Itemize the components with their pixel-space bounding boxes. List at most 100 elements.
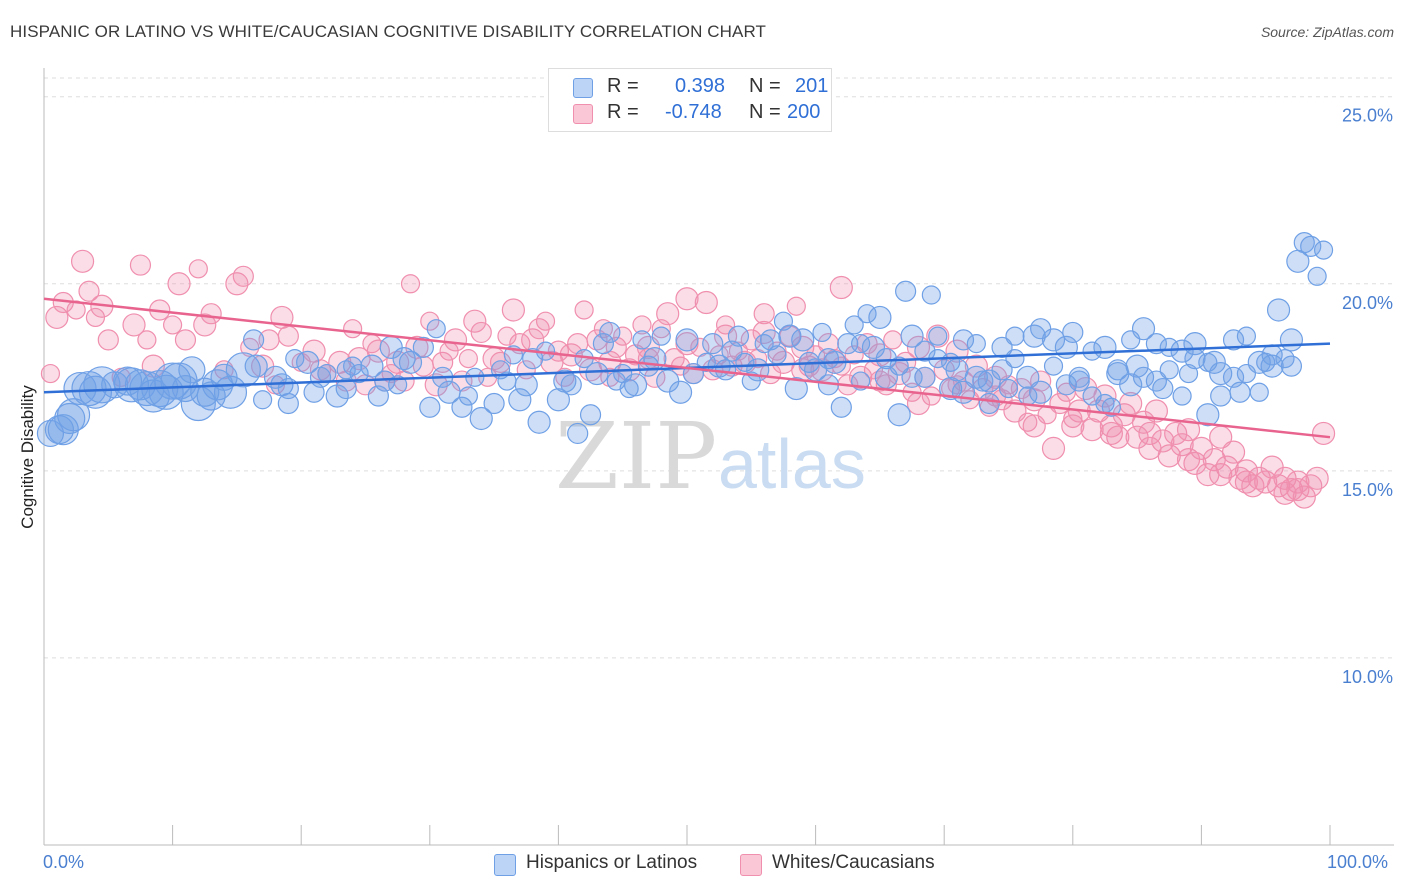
point-hispanic bbox=[991, 359, 1013, 381]
point-white bbox=[40, 363, 61, 384]
point-hispanic bbox=[392, 347, 416, 371]
point-white bbox=[694, 290, 718, 315]
point-white bbox=[656, 302, 680, 326]
point-hispanic bbox=[78, 375, 113, 409]
point-hispanic bbox=[939, 376, 963, 401]
point-white bbox=[1254, 470, 1278, 494]
point-hispanic bbox=[951, 380, 976, 404]
x-tick-label-max: 100.0% bbox=[1327, 852, 1389, 872]
point-hispanic bbox=[1005, 326, 1025, 346]
point-hispanic bbox=[619, 378, 639, 399]
point-hispanic bbox=[1055, 374, 1077, 396]
point-white bbox=[232, 265, 254, 287]
legend-swatch-blue bbox=[494, 854, 516, 876]
point-white bbox=[1080, 418, 1104, 442]
point-white bbox=[1279, 477, 1304, 502]
point-white bbox=[715, 315, 736, 335]
point-white bbox=[1176, 418, 1201, 442]
point-white bbox=[1221, 440, 1246, 464]
point-white bbox=[188, 259, 208, 279]
point-hispanic bbox=[349, 363, 369, 384]
legend-label-hispanics: Hispanics or Latinos bbox=[526, 852, 698, 873]
legend-n-label: N = bbox=[749, 75, 781, 97]
axes bbox=[43, 68, 1394, 846]
point-hispanic bbox=[1260, 354, 1284, 378]
point-hispanic bbox=[1313, 240, 1334, 260]
point-hispanic bbox=[900, 324, 924, 348]
point-hispanic bbox=[419, 396, 441, 418]
point-white bbox=[167, 272, 191, 296]
point-hispanic bbox=[651, 326, 671, 346]
correlation-legend: R = 0.398 N = 201 R = -0.748 N = 200 bbox=[548, 68, 832, 132]
point-white bbox=[78, 280, 100, 302]
chart-source: Source: ZipAtlas.com bbox=[1260, 24, 1394, 40]
chart-title: HISPANIC OR LATINO VS WHITE/CAUCASIAN CO… bbox=[10, 22, 767, 41]
point-white bbox=[240, 337, 260, 357]
point-white bbox=[1176, 448, 1201, 472]
point-hispanic bbox=[1132, 366, 1155, 388]
legend-r-value: 0.398 bbox=[675, 75, 726, 97]
point-white bbox=[586, 329, 608, 351]
point-hispanic bbox=[196, 381, 226, 411]
point-hispanic bbox=[895, 280, 917, 302]
point-white bbox=[1164, 421, 1188, 446]
point-hispanic bbox=[887, 403, 911, 427]
point-hispanic bbox=[1005, 349, 1025, 369]
point-white bbox=[829, 275, 853, 300]
point-white bbox=[163, 315, 183, 335]
point-hispanic bbox=[426, 319, 446, 339]
point-hispanic bbox=[1202, 350, 1226, 374]
point-white bbox=[906, 391, 931, 416]
point-white bbox=[1106, 425, 1130, 449]
point-white bbox=[1292, 485, 1316, 509]
point-hispanic bbox=[1196, 403, 1220, 427]
point-hispanic bbox=[1159, 337, 1179, 357]
point-white bbox=[1099, 421, 1123, 446]
point-hispanic bbox=[1106, 361, 1130, 386]
point-white bbox=[1061, 414, 1085, 438]
point-hispanic bbox=[1062, 321, 1084, 344]
point-hispanic bbox=[412, 336, 434, 358]
point-hispanic bbox=[522, 348, 544, 370]
point-hispanic bbox=[1280, 355, 1303, 377]
point-white bbox=[675, 287, 699, 311]
point-hispanic bbox=[171, 374, 200, 403]
point-white bbox=[1266, 474, 1291, 498]
point-hispanic bbox=[1249, 382, 1269, 402]
point-hispanic bbox=[714, 359, 737, 381]
point-white bbox=[458, 349, 478, 369]
point-hispanic bbox=[966, 334, 986, 354]
point-hispanic bbox=[928, 326, 948, 346]
point-white bbox=[844, 345, 864, 365]
point-white bbox=[753, 303, 775, 325]
y-tick-labels: 10.0% 15.0% 20.0% 25.0% bbox=[1342, 106, 1393, 687]
point-hispanic bbox=[874, 365, 898, 389]
point-hispanic bbox=[1131, 317, 1156, 341]
point-hispanic bbox=[1022, 324, 1046, 348]
point-white bbox=[366, 339, 390, 363]
point-hispanic bbox=[579, 404, 602, 426]
point-white bbox=[343, 319, 363, 339]
series-hispanics-or-latinos bbox=[36, 232, 1334, 448]
point-white bbox=[1022, 414, 1046, 438]
point-white bbox=[632, 315, 652, 335]
point-hispanic bbox=[754, 334, 774, 354]
y-tick-label: 20.0% bbox=[1342, 293, 1393, 313]
legend-n-value: 200 bbox=[787, 101, 821, 123]
point-hispanic bbox=[514, 373, 538, 397]
point-hispanic bbox=[1172, 386, 1192, 406]
point-hispanic bbox=[1293, 232, 1315, 254]
point-white bbox=[174, 329, 197, 351]
point-hispanic bbox=[567, 422, 589, 445]
point-hispanic bbox=[964, 365, 988, 389]
point-hispanic bbox=[225, 352, 261, 388]
point-white bbox=[432, 351, 454, 373]
point-hispanic bbox=[901, 366, 923, 388]
point-hispanic bbox=[632, 330, 652, 350]
point-hispanic bbox=[868, 305, 892, 330]
point-hispanic bbox=[791, 328, 815, 352]
point-hispanic bbox=[599, 321, 621, 344]
point-hispanic bbox=[1082, 386, 1102, 406]
legend-n-label: N = bbox=[749, 101, 781, 123]
